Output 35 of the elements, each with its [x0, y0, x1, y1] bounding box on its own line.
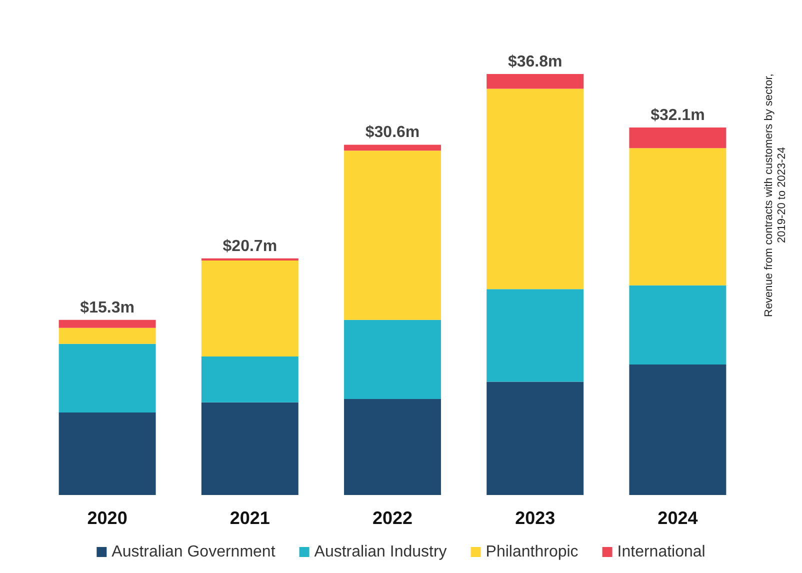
bar: [58, 412, 156, 495]
legend-label: Australian Government: [112, 544, 276, 560]
x-tick-label: 2020: [87, 508, 128, 528]
annotation: $20.7m: [222, 238, 278, 255]
bar: [201, 356, 298, 402]
bar: [629, 127, 726, 148]
legend-label: Australian Industry: [314, 544, 447, 560]
text: Revenue from contracts with customers by sector, 2019-20 to 2023-24: [763, 72, 789, 319]
bar: [486, 88, 584, 290]
x-tick-label: 2024: [658, 508, 698, 528]
bar: [344, 150, 441, 320]
bar: [344, 399, 441, 495]
bar: [629, 148, 726, 286]
bar: [201, 260, 298, 356]
annotation: $30.6m: [365, 124, 420, 142]
bar: [629, 364, 726, 495]
annotation: $32.1m: [650, 106, 705, 124]
legend-label: International: [617, 544, 706, 560]
bar: [486, 74, 584, 89]
bar: [201, 402, 298, 495]
bar: [486, 289, 584, 382]
bar: [58, 328, 156, 344]
bar: [58, 344, 156, 412]
legend-label: Philanthropic: [486, 544, 578, 560]
bar: [201, 258, 298, 261]
bar: [344, 144, 441, 151]
bar: [344, 320, 441, 400]
x-tick-label: 2023: [515, 508, 556, 528]
x-tick-label: 2022: [372, 508, 413, 528]
annotation: $36.8m: [508, 54, 562, 70]
bar: [486, 382, 584, 495]
x-tick-label: 2021: [230, 508, 270, 528]
bar: [629, 285, 726, 364]
annotation: $15.3m: [80, 299, 134, 316]
bar: [58, 320, 156, 328]
